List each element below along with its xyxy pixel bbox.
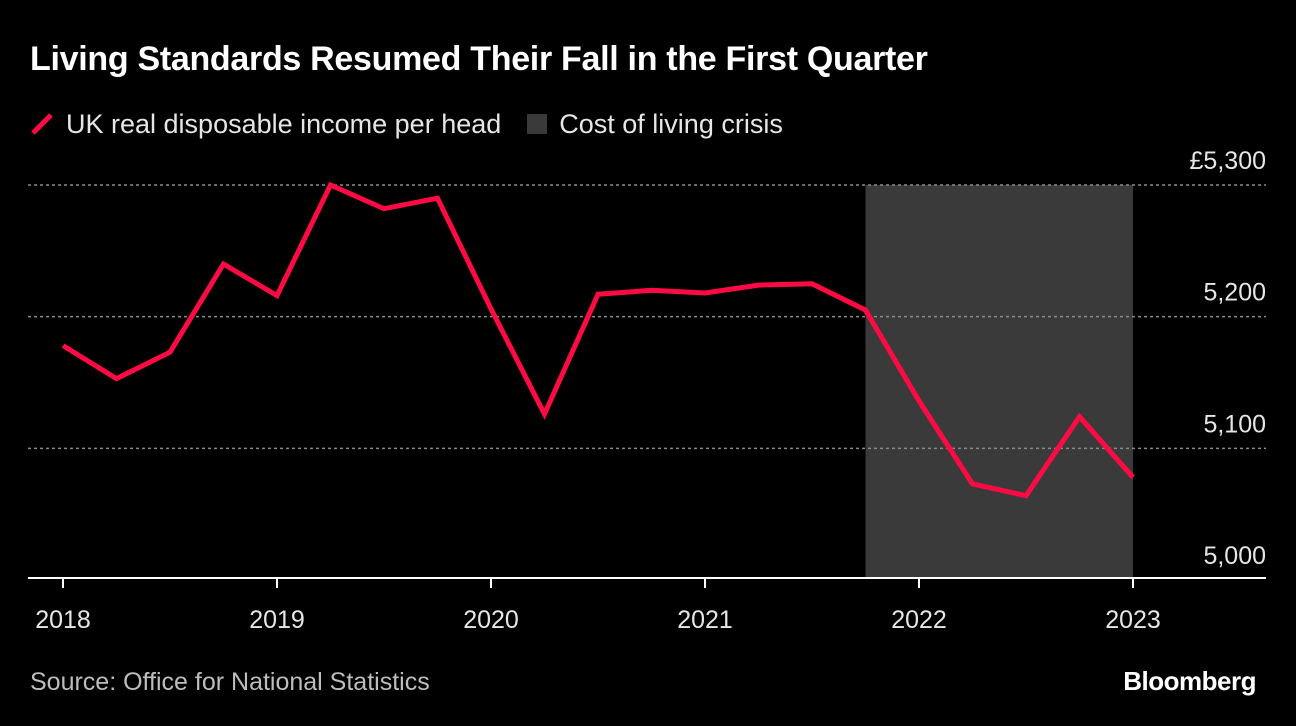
source-note: Source: Office for National Statistics xyxy=(30,668,430,696)
bloomberg-logo: Bloomberg xyxy=(1123,666,1256,696)
data-point-12 xyxy=(703,291,708,296)
data-point-17 xyxy=(970,481,975,486)
y-tick-label-5000: 5,000 xyxy=(1203,542,1266,570)
data-point-4 xyxy=(275,293,280,298)
legend: UK real disposable income per head Cost … xyxy=(30,106,809,142)
series-line-0 xyxy=(61,181,1135,499)
data-point-5 xyxy=(328,183,333,188)
data-point-9 xyxy=(542,412,547,417)
data-point-13 xyxy=(756,283,761,288)
legend-shade-swatch xyxy=(527,114,548,134)
data-point-1 xyxy=(114,376,119,381)
data-point-7 xyxy=(435,196,440,201)
data-point-15 xyxy=(863,308,868,313)
legend-item-shade: Cost of living crisis xyxy=(527,109,783,140)
data-point-8 xyxy=(489,306,494,311)
data-point-11 xyxy=(649,288,654,293)
data-point-18 xyxy=(1024,493,1029,498)
legend-shade-label: Cost of living crisis xyxy=(559,108,783,139)
x-tick-label-2021: 2021 xyxy=(677,606,733,634)
data-point-10 xyxy=(596,292,601,297)
y-tick-label-5100: 5,100 xyxy=(1203,410,1266,438)
data-point-16 xyxy=(917,398,922,403)
y-tick-label-5200: 5,200 xyxy=(1203,279,1266,307)
x-tick-label-2019: 2019 xyxy=(249,606,305,634)
data-point-3 xyxy=(221,262,226,267)
y-tick-label-5300: £5,300 xyxy=(1190,147,1266,175)
chart-title: Living Standards Resumed Their Fall in t… xyxy=(30,40,928,78)
data-point-2 xyxy=(168,350,173,355)
x-tick-label-2020: 2020 xyxy=(463,606,519,634)
data-point-19 xyxy=(1077,414,1082,419)
x-tick-label-2023: 2023 xyxy=(1105,606,1161,634)
legend-series-label: UK real disposable income per head xyxy=(66,108,502,139)
data-point-0 xyxy=(61,343,66,348)
x-tick-label-2018: 2018 xyxy=(35,606,91,634)
legend-line-swatch xyxy=(31,113,53,135)
data-point-6 xyxy=(382,206,387,211)
data-point-14 xyxy=(810,281,815,286)
x-tick-label-2022: 2022 xyxy=(891,606,947,634)
data-point-20 xyxy=(1131,475,1136,480)
legend-item-series: UK real disposable income per head xyxy=(30,109,501,140)
